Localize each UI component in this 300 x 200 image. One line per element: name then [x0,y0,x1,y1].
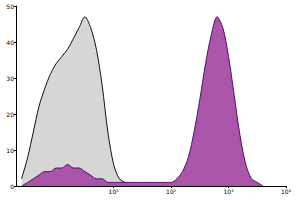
svg-text:10⁴: 10⁴ [281,188,292,195]
svg-text:10³: 10³ [224,188,235,195]
svg-text:0: 0 [10,183,14,190]
svg-text:10²: 10² [166,188,177,195]
svg-text:30: 30 [6,75,14,82]
svg-text:40: 40 [6,39,14,46]
svg-text:10¹: 10¹ [109,188,120,195]
svg-text:10: 10 [6,147,14,154]
svg-text:20: 20 [6,111,14,118]
svg-text:50: 50 [6,3,14,10]
